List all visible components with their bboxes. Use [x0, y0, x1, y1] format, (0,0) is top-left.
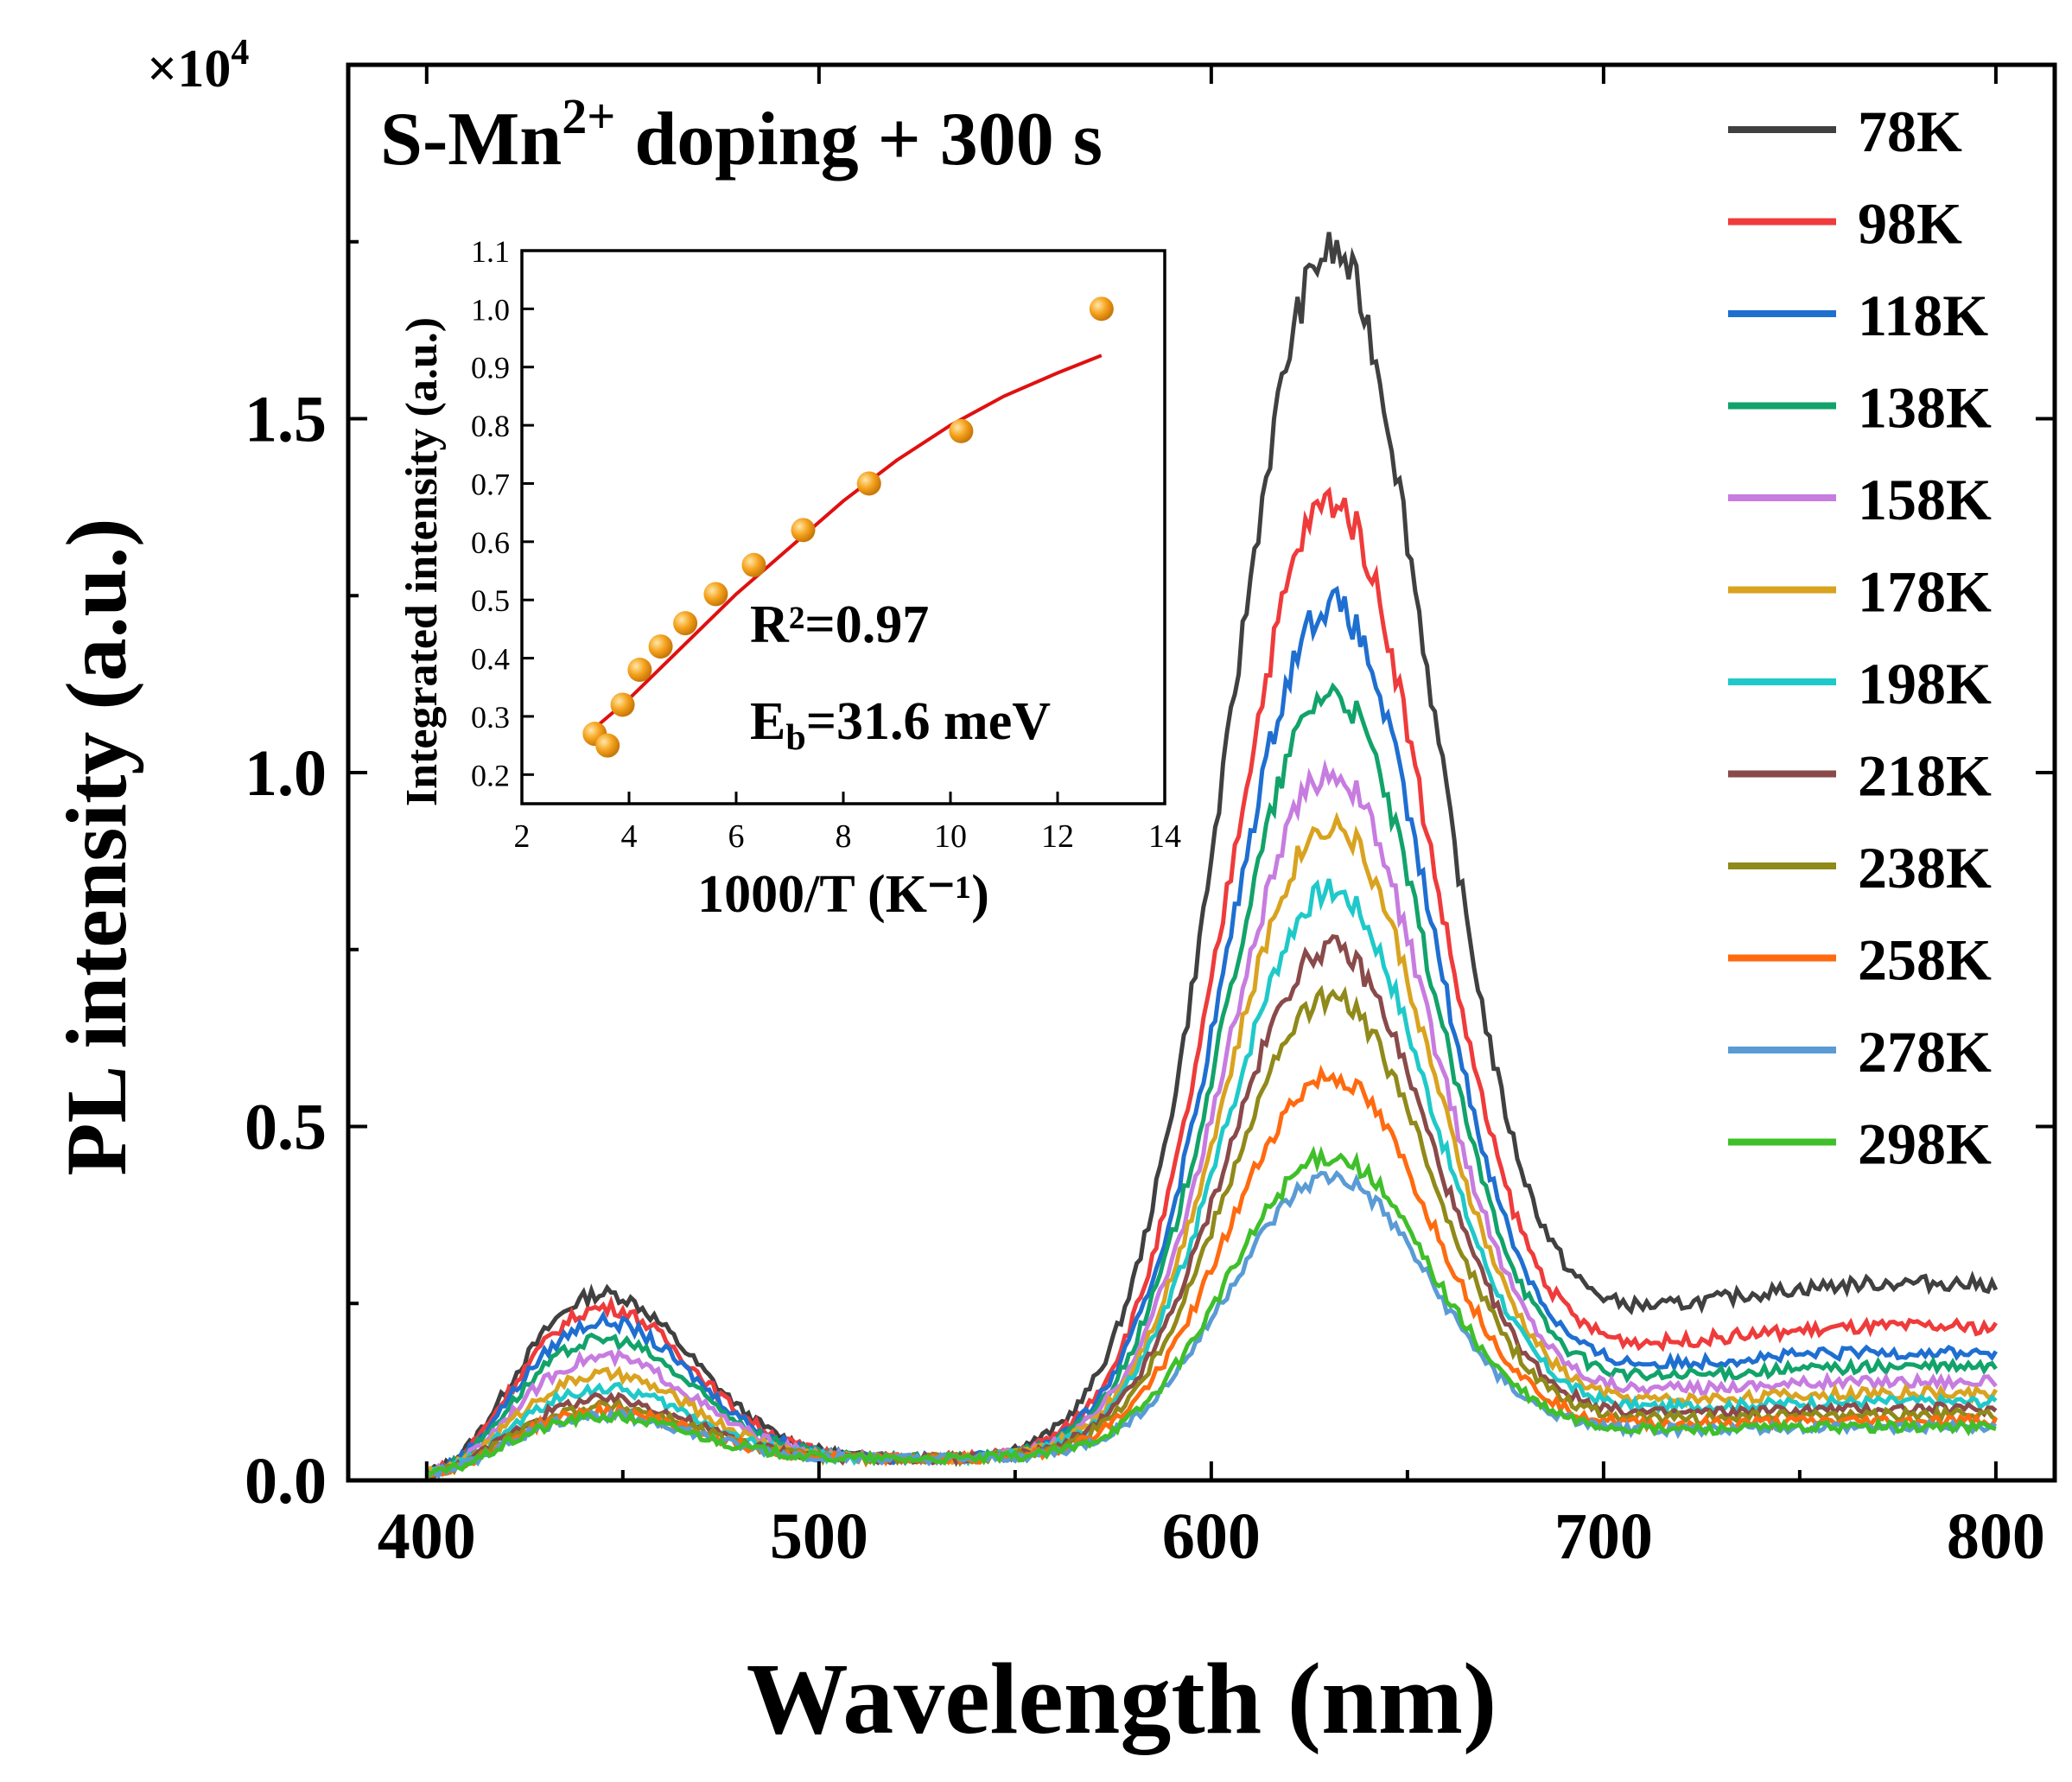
inset-y-ticks: 0.2 0.3 0.4 0.5 0.6 0.7 0.8 0.9 1.0 1.1	[471, 234, 534, 792]
inset-data-point	[673, 611, 698, 636]
inset-y-tick-label: 1.1	[471, 234, 510, 269]
x-tick-label: 700	[1554, 1500, 1653, 1573]
series-line-118K	[425, 585, 1999, 1476]
inset-y-tick-label: 1.0	[471, 292, 510, 327]
inset-x-tick-label: 2	[514, 818, 531, 855]
inset-y-tick-label: 0.6	[471, 525, 510, 560]
x-axis-title: Wavelength (nm)	[747, 1642, 1497, 1755]
inset-data-point	[791, 518, 816, 543]
inset-plot: 2 4 6 8 10 12 14 0.2 0.3 0.4 0.5 0.6 0.7 0.8 0.9 1.0 1.…	[397, 234, 1181, 924]
inset-x-tick-label: 8	[836, 818, 852, 855]
inset-x-tick-label: 14	[1148, 818, 1181, 855]
legend-label: 78K	[1858, 99, 1962, 164]
x-tick-label: 600	[1162, 1500, 1261, 1573]
inset-y-tick-label: 0.7	[471, 467, 510, 501]
legend-label: 238K	[1858, 835, 1992, 901]
inset-y-tick-label: 0.5	[471, 583, 510, 618]
legend-label: 118K	[1858, 283, 1988, 348]
legend-label: 138K	[1858, 375, 1992, 441]
inset-x-tick-label: 4	[621, 818, 638, 855]
inset-data-point	[1089, 296, 1114, 321]
inset-y-tick-label: 0.9	[471, 351, 510, 385]
inset-x-title: 1000/T (K⁻¹)	[697, 865, 989, 924]
sample-annotation: S-Mn2+ doping + 300 s	[380, 88, 1103, 181]
x-axis-ticks: 400 500 600 700 800	[378, 65, 2045, 1573]
legend: 78K 98K 118K 138K 158K 178K 198K 218K 238K 258K 27…	[1728, 99, 1992, 1177]
legend-label: 218K	[1858, 743, 1992, 809]
y-tick-label: 0.5	[245, 1091, 327, 1164]
inset-y-title: Integrated intensity (a.u.)	[397, 317, 447, 806]
x-tick-label: 500	[770, 1500, 868, 1573]
x-tick-label: 400	[378, 1500, 476, 1573]
y-axis-title: PL intensity (a.u.)	[48, 518, 144, 1175]
inset-y-tick-label: 0.8	[471, 409, 510, 443]
series-line-178K	[424, 811, 1999, 1479]
inset-data-point	[949, 418, 974, 443]
series-line-138K	[424, 682, 1998, 1476]
inset-y-tick-label: 0.4	[471, 642, 510, 677]
inset-data-point	[741, 552, 766, 577]
legend-label: 198K	[1858, 651, 1992, 716]
series-line-218K	[424, 933, 1998, 1479]
inset-data-point	[627, 658, 652, 683]
y-multiplier: ×104	[147, 33, 249, 99]
inset-y-tick-label: 0.3	[471, 700, 510, 735]
inset-data-point	[610, 692, 635, 717]
inset-data-point	[595, 733, 620, 758]
inset-eb: Eb=31.6 meV	[750, 692, 1051, 758]
inset-data-point	[856, 471, 881, 496]
y-tick-label: 1.5	[245, 384, 327, 456]
legend-label: 158K	[1858, 467, 1992, 532]
series-line-158K	[424, 759, 1998, 1477]
inset-x-tick-label: 6	[728, 818, 745, 855]
legend-label: 98K	[1858, 191, 1962, 257]
inset-x-tick-label: 12	[1041, 818, 1074, 855]
legend-label: 278K	[1858, 1019, 1992, 1085]
inset-data-point	[648, 634, 673, 659]
inset-x-ticks: 2 4 6 8 10 12 14	[514, 792, 1181, 855]
series-group	[424, 232, 1999, 1480]
inset-y-tick-label: 0.2	[471, 758, 510, 792]
legend-label: 258K	[1858, 927, 1992, 993]
x-tick-label: 800	[1947, 1500, 2045, 1573]
inset-fit-line	[594, 353, 1103, 729]
inset-points	[582, 296, 1114, 758]
y-tick-label: 1.0	[245, 737, 327, 810]
inset-data-point	[703, 582, 728, 607]
series-line-78K	[426, 232, 1999, 1473]
inset-x-tick-label: 10	[934, 818, 967, 855]
series-line-298K	[425, 1145, 1997, 1479]
legend-label: 298K	[1858, 1111, 1992, 1177]
legend-label: 178K	[1858, 559, 1992, 625]
y-axis-ticks: 0.0 0.5 1.0 1.5	[245, 239, 2055, 1518]
y-tick-label: 0.0	[245, 1445, 327, 1518]
inset-r2: R²=0.97	[750, 595, 929, 654]
inset-fit-curve	[594, 353, 1103, 729]
